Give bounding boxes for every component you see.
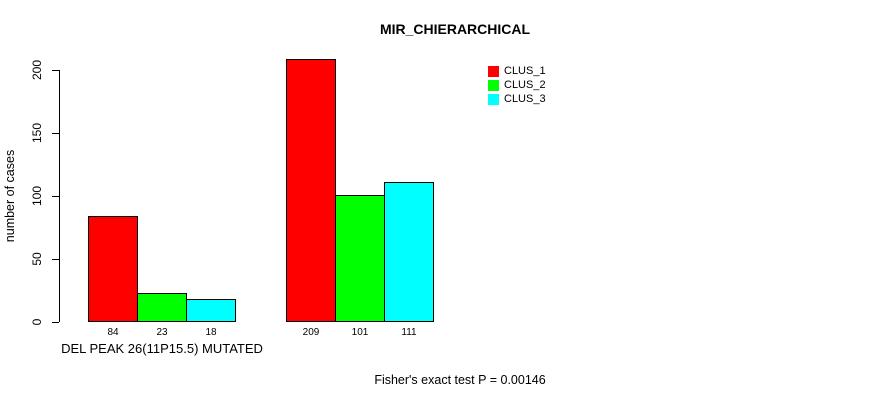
bar-clus_2-group1 <box>137 293 187 322</box>
bar-clus_3-group1 <box>186 299 236 322</box>
y-axis-tick-label: 0 <box>30 318 44 326</box>
y-axis-tick <box>52 70 59 71</box>
bar-clus_1-group2 <box>286 58 336 322</box>
fisher-test-annotation: Fisher's exact test P = 0.00146 <box>374 373 546 387</box>
bar-value-label: 23 <box>156 327 168 338</box>
y-axis-tick <box>52 322 59 323</box>
y-axis-tick-label: 100 <box>30 185 44 207</box>
bar-clus_2-group2 <box>335 194 385 322</box>
y-axis-tick-label: 150 <box>30 122 44 144</box>
legend-item: CLUS_3 <box>488 92 546 106</box>
legend-label: CLUS_2 <box>504 79 546 91</box>
bar-value-label: 209 <box>302 327 320 338</box>
bar-value-label: 111 <box>401 327 417 338</box>
bar-clus_1-group1 <box>88 216 138 322</box>
legend-label: CLUS_1 <box>504 65 546 77</box>
legend-item: CLUS_1 <box>488 64 546 78</box>
x-axis-group-label: DEL PEAK 26(11P15.5) MUTATED <box>61 341 263 356</box>
legend-swatch-clus_2 <box>488 79 499 91</box>
legend: CLUS_1 CLUS_2 CLUS_3 <box>488 64 546 106</box>
y-axis-tick <box>52 196 59 197</box>
y-axis-tick <box>52 133 59 134</box>
y-axis-line <box>59 70 60 322</box>
legend-swatch-clus_3 <box>488 93 499 105</box>
chart-title: MIR_CHIERARCHICAL <box>379 21 531 37</box>
bar-clus_3-group2 <box>384 182 434 322</box>
bar-value-label: 84 <box>107 327 119 338</box>
y-axis-title: number of cases <box>3 149 17 243</box>
legend-swatch-clus_1 <box>488 65 499 77</box>
y-axis-tick-label: 200 <box>30 59 44 81</box>
y-axis-tick-label: 50 <box>30 252 44 266</box>
bar-value-label: 101 <box>351 327 369 338</box>
y-axis-tick <box>52 259 59 260</box>
legend-item: CLUS_2 <box>488 78 546 92</box>
legend-label: CLUS_3 <box>504 93 546 105</box>
bar-value-label: 18 <box>205 327 217 338</box>
